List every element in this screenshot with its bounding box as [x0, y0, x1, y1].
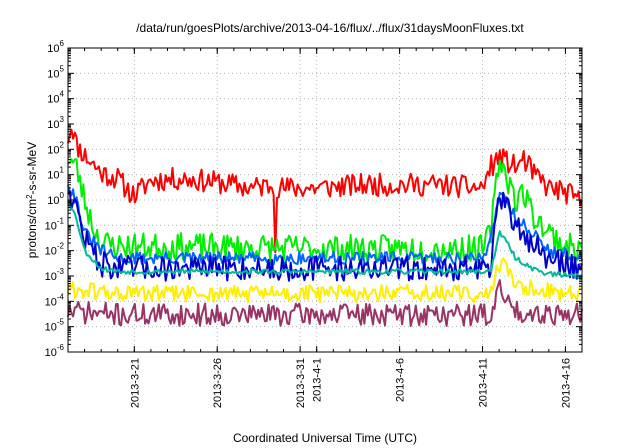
x-tick-label: 2013-4-11 [478, 358, 490, 407]
series-line-7 [67, 279, 583, 327]
series-lines [67, 128, 583, 327]
y-tick-exponent: 1 [60, 166, 65, 175]
chart-title: /data/run/goesPlots/archive/2013-04-16/f… [136, 21, 524, 35]
y-tick-label: 10-1 [45, 216, 65, 232]
x-tick-label: 2013-4-16 [560, 358, 572, 408]
series-line-6 [67, 257, 583, 304]
y-tick-base: 10 [47, 195, 59, 207]
y-tick-exponent: -3 [57, 267, 65, 276]
y-tick-label: 102 [47, 140, 64, 156]
y-tick-base: 10 [47, 94, 59, 106]
x-tick-label: 2013-3-26 [212, 358, 224, 408]
y-tick-label: 10-2 [45, 242, 65, 258]
y-tick-exponent: -6 [57, 343, 65, 352]
y-tick-base: 10 [47, 170, 59, 182]
y-tick-base: 10 [45, 271, 57, 283]
y-tick-base: 10 [45, 296, 57, 308]
x-axis-label: Coordinated Universal Time (UTC) [233, 431, 417, 445]
x-tick-label: 2013-3-21 [129, 358, 141, 408]
y-tick-exponent: 5 [60, 64, 65, 73]
y-tick-exponent: 0 [60, 191, 65, 200]
y-tick-label: 10-3 [45, 267, 65, 283]
y-tick-exponent: -1 [57, 216, 65, 225]
y-tick-label: 10-6 [45, 343, 65, 359]
y-tick-label: 103 [47, 115, 64, 131]
series-line-4 [67, 189, 583, 282]
series-line-1 [67, 128, 583, 254]
x-axis: 2013-3-21 2013-3-26 2013-3-31 2013-4-1 2013-… [84, 48, 572, 408]
x-tick-label: 2013-4-6 [395, 358, 407, 402]
y-tick-base: 10 [45, 220, 57, 232]
y-tick-exponent: 6 [60, 39, 65, 48]
y-tick-base: 10 [47, 43, 59, 55]
y-tick-label: 104 [47, 90, 64, 106]
y-axis: 10610510410310210110010-110-210-310-410-… [45, 39, 582, 359]
y-tick-exponent: 3 [60, 115, 65, 124]
y-tick-label: 10-4 [45, 292, 65, 308]
x-tick-label: 2013-3-31 [295, 358, 307, 408]
y-axis-label-base: protons/cm [25, 199, 39, 258]
y-tick-exponent: 2 [60, 140, 65, 149]
y-tick-label: 100 [47, 191, 64, 207]
series-line-5 [67, 200, 583, 279]
y-tick-base: 10 [45, 246, 57, 258]
y-tick-base: 10 [45, 322, 57, 334]
y-tick-exponent: -2 [57, 242, 65, 251]
y-tick-label: 101 [47, 166, 64, 182]
y-tick-label: 105 [47, 64, 64, 80]
y-tick-exponent: 4 [60, 90, 65, 99]
y-tick-base: 10 [45, 347, 57, 359]
y-tick-label: 10-5 [45, 318, 65, 334]
y-tick-label: 106 [47, 39, 64, 55]
y-axis-label-sup: 2 [25, 194, 34, 199]
y-tick-base: 10 [47, 68, 59, 80]
y-tick-base: 10 [47, 119, 59, 131]
y-tick-exponent: -4 [57, 292, 65, 301]
y-axis-label: protons/cm2-s-sr-MeV [25, 142, 40, 258]
y-tick-exponent: -5 [57, 318, 65, 327]
x-tick-label: 2013-4-1 [312, 358, 324, 402]
y-tick-base: 10 [47, 144, 59, 156]
y-axis-label-rest: -s-sr-MeV [25, 142, 39, 195]
